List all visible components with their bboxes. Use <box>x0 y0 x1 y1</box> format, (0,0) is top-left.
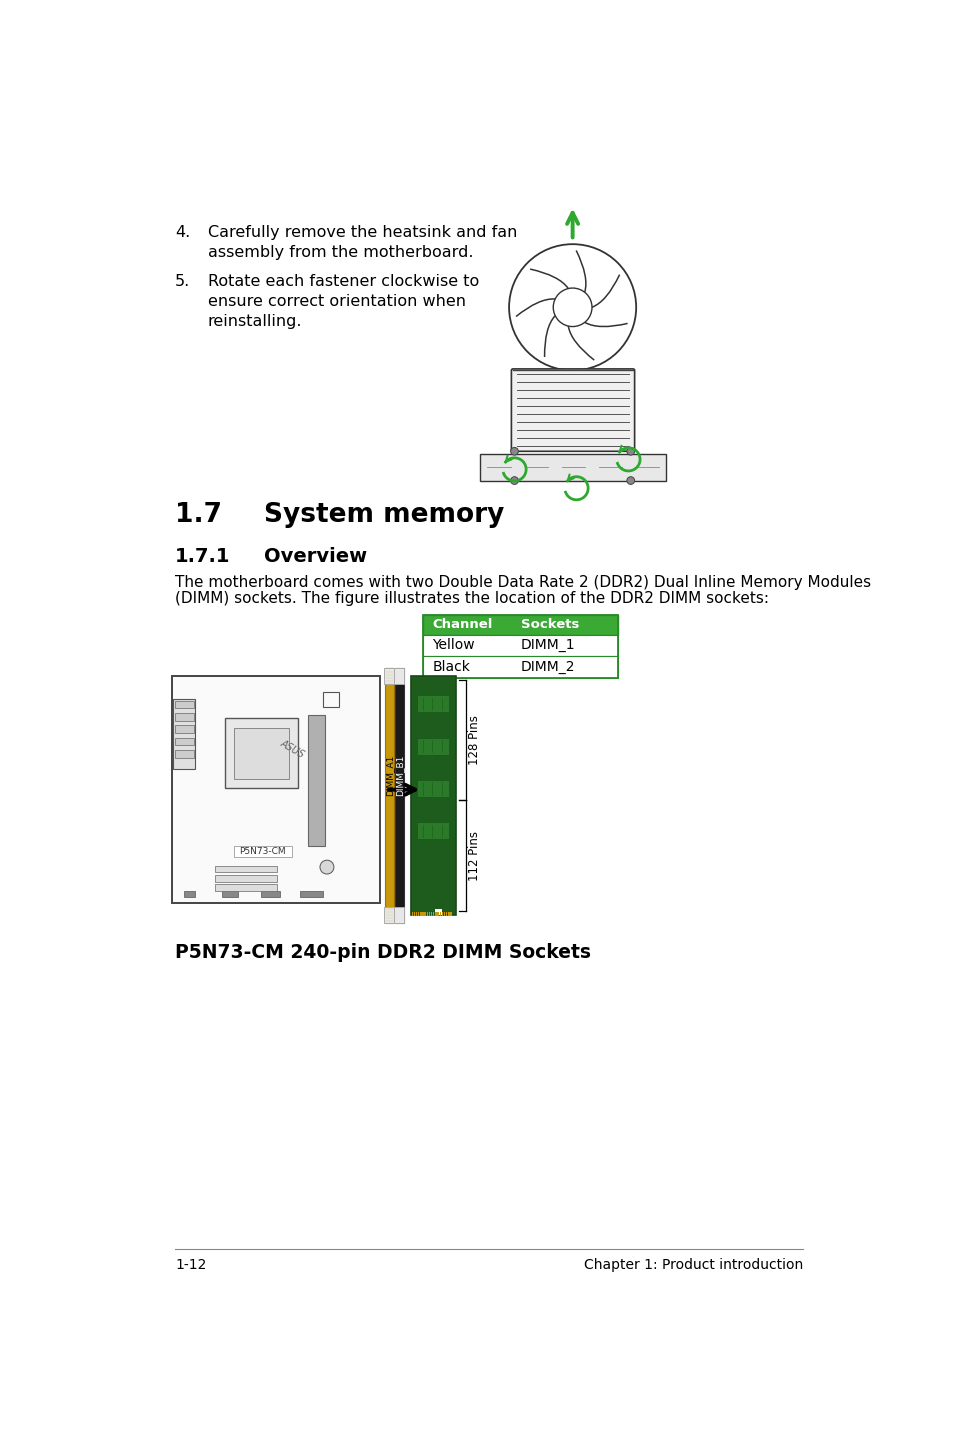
Bar <box>429 912 430 916</box>
Bar <box>323 692 338 707</box>
Bar <box>427 912 428 916</box>
Text: The motherboard comes with two Double Data Rate 2 (DDR2) Dual Inline Memory Modu: The motherboard comes with two Double Da… <box>174 575 870 590</box>
Circle shape <box>626 447 634 456</box>
Circle shape <box>626 477 634 485</box>
Bar <box>422 614 618 677</box>
Bar <box>183 892 195 897</box>
Bar <box>214 866 276 873</box>
Bar <box>434 912 436 916</box>
Text: 128 Pins: 128 Pins <box>468 715 480 765</box>
Bar <box>299 892 323 897</box>
Text: (DIMM) sockets. The figure illustrates the location of the DDR2 DIMM sockets:: (DIMM) sockets. The figure illustrates t… <box>174 591 768 607</box>
Bar <box>174 713 193 720</box>
Bar <box>419 912 420 916</box>
Text: DIMM_A1: DIMM_A1 <box>384 755 394 795</box>
Bar <box>425 912 426 916</box>
Bar <box>385 669 394 923</box>
Bar <box>233 728 289 778</box>
Bar <box>214 884 276 892</box>
Bar <box>233 847 292 857</box>
Bar <box>416 696 449 712</box>
Text: 4.: 4. <box>174 224 190 240</box>
Bar <box>214 874 276 881</box>
Text: ASUS: ASUS <box>278 738 306 761</box>
Text: DIMM_2: DIMM_2 <box>520 660 575 674</box>
Text: P5N73-CM 240-pin DDR2 DIMM Sockets: P5N73-CM 240-pin DDR2 DIMM Sockets <box>174 942 591 962</box>
Bar <box>172 676 379 903</box>
Text: 112 Pins: 112 Pins <box>468 831 480 880</box>
Bar <box>443 912 445 916</box>
Text: System memory: System memory <box>264 502 504 528</box>
Bar <box>451 912 452 916</box>
Text: 1.7.1: 1.7.1 <box>174 546 231 565</box>
Bar <box>447 912 448 916</box>
Bar <box>439 912 441 916</box>
Bar <box>449 912 450 916</box>
Bar <box>436 912 437 916</box>
Bar <box>433 912 434 916</box>
Bar <box>261 892 280 897</box>
Text: P5N73-CM: P5N73-CM <box>239 847 286 856</box>
Text: Sockets: Sockets <box>520 618 578 631</box>
Text: DIMM_B1: DIMM_B1 <box>395 755 403 795</box>
Bar <box>437 912 439 916</box>
Bar <box>421 912 422 916</box>
FancyBboxPatch shape <box>511 370 634 452</box>
Text: DIMM_1: DIMM_1 <box>520 638 575 653</box>
Bar <box>174 725 193 733</box>
Bar <box>479 453 665 480</box>
Bar <box>174 700 193 709</box>
Text: Rotate each fastener clockwise to
ensure correct orientation when
reinstalling.: Rotate each fastener clockwise to ensure… <box>208 275 478 329</box>
Bar <box>435 909 441 915</box>
Bar <box>224 719 298 788</box>
Text: Black: Black <box>432 660 470 674</box>
Bar <box>416 779 449 797</box>
Circle shape <box>319 860 334 874</box>
Bar <box>414 912 415 916</box>
Circle shape <box>510 447 517 456</box>
Text: 5.: 5. <box>174 275 190 289</box>
Text: 1.7: 1.7 <box>174 502 222 528</box>
Bar <box>422 614 618 634</box>
Bar <box>384 907 394 923</box>
Text: Channel: Channel <box>432 618 492 631</box>
Bar <box>416 738 449 755</box>
Bar <box>417 912 418 916</box>
Text: 1-12: 1-12 <box>174 1258 206 1273</box>
Bar <box>307 715 324 846</box>
Bar <box>441 912 443 916</box>
Bar <box>410 676 456 915</box>
Bar <box>423 912 424 916</box>
Text: Carefully remove the heatsink and fan
assembly from the motherboard.: Carefully remove the heatsink and fan as… <box>208 224 517 260</box>
Bar <box>173 699 195 768</box>
Bar <box>394 669 404 684</box>
Text: Yellow: Yellow <box>432 638 475 653</box>
Bar <box>394 907 404 923</box>
Bar <box>445 912 446 916</box>
Bar <box>422 634 618 656</box>
Bar <box>422 656 618 677</box>
Bar <box>174 751 193 758</box>
Bar <box>174 738 193 745</box>
Bar <box>384 669 394 684</box>
Bar <box>416 823 449 840</box>
Circle shape <box>510 477 517 485</box>
Text: Overview: Overview <box>264 546 367 565</box>
Bar <box>412 912 413 916</box>
Bar <box>222 892 237 897</box>
Bar <box>431 912 432 916</box>
Text: Chapter 1: Product introduction: Chapter 1: Product introduction <box>583 1258 802 1273</box>
Bar <box>395 669 403 923</box>
